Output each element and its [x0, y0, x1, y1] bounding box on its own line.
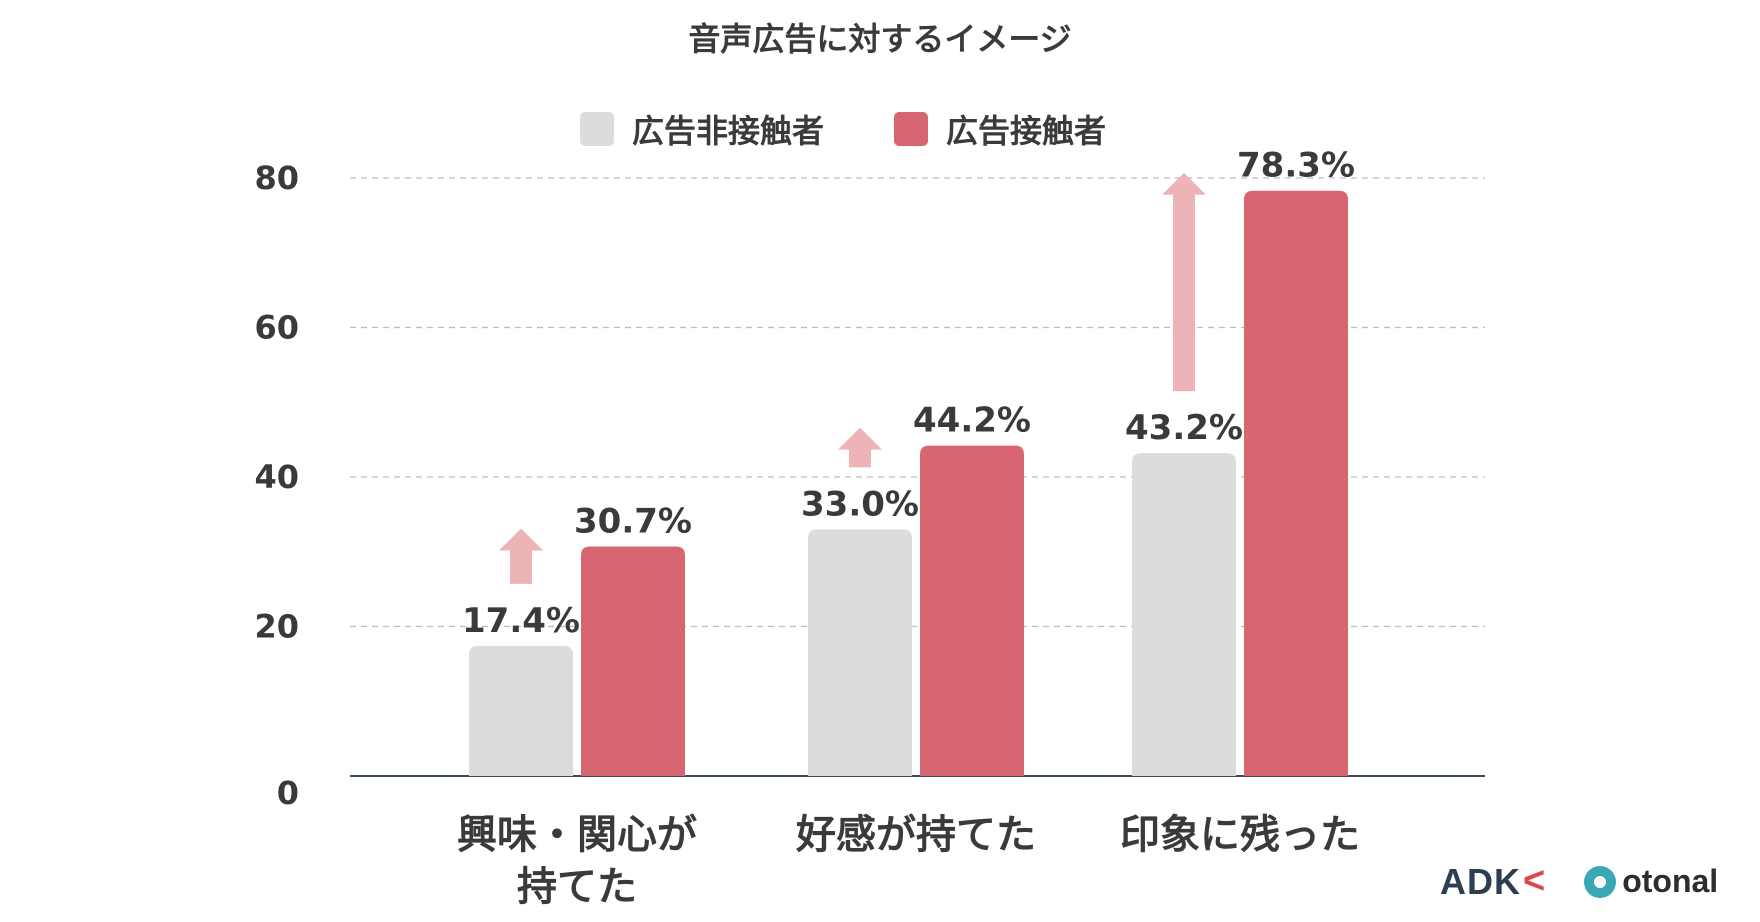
increase-arrow-icon [1162, 172, 1206, 392]
data-label: 33.0% [801, 484, 919, 524]
legend-label-non-exposed: 広告非接触者 [632, 112, 825, 150]
y-tick-label: 80 [254, 159, 299, 197]
bar [1244, 190, 1348, 776]
x-category-label: 好感が持てた [795, 812, 1036, 858]
bar [808, 529, 912, 776]
otonal-circle-icon [1584, 865, 1617, 898]
legend-swatch-non-exposed [580, 112, 614, 146]
bar [920, 445, 1024, 776]
otonal-logo-text: otonal [1622, 863, 1719, 899]
logos: ADK < otonal [1440, 860, 1718, 903]
legend-label-exposed: 広告接触者 [946, 112, 1107, 150]
increase-arrow-icon [499, 528, 543, 584]
chart-title: 音声広告に対するイメージ [688, 20, 1072, 58]
y-tick-label: 60 [254, 309, 299, 347]
y-tick-label: 0 [277, 774, 299, 812]
data-label: 44.2% [913, 401, 1031, 441]
increase-arrow-icon [838, 427, 882, 468]
x-category-label: 持てた [517, 864, 637, 910]
data-label: 17.4% [462, 601, 580, 641]
adk-logo: ADK < [1440, 860, 1546, 903]
data-label: 30.7% [574, 502, 692, 542]
data-label: 78.3% [1237, 146, 1355, 186]
bar [581, 546, 685, 776]
legend: 広告非接触者 広告接触者 [580, 106, 1106, 152]
legend-item-non-exposed: 広告非接触者 [580, 106, 824, 152]
otonal-logo: otonal [1584, 863, 1718, 900]
bar [469, 645, 573, 776]
legend-swatch-exposed [894, 112, 929, 146]
x-category-label: 印象に残った [1120, 812, 1360, 858]
adk-logo-text: ADK [1440, 860, 1521, 902]
x-category-label: 興味・関心が [457, 812, 697, 858]
y-tick-label: 40 [254, 458, 299, 496]
data-label: 43.2% [1125, 408, 1243, 448]
legend-item-exposed: 広告接触者 [894, 106, 1106, 152]
adk-chevron-icon: < [1523, 860, 1547, 902]
bar [1132, 453, 1236, 776]
y-tick-label: 20 [254, 608, 299, 646]
